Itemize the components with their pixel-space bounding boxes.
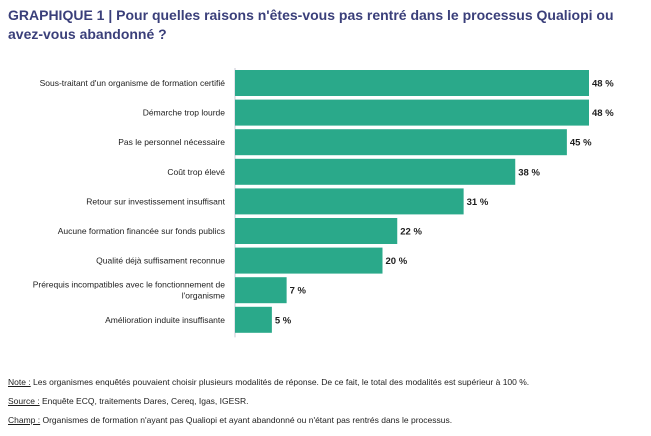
bar xyxy=(235,306,272,333)
bar xyxy=(235,158,516,185)
note-text: Les organismes enquêtés pouvaient choisi… xyxy=(30,377,530,387)
bar-value-label: 48 % xyxy=(592,108,614,119)
note-label: Note : xyxy=(8,377,31,387)
bar xyxy=(235,188,464,215)
bar-value-label: 22 % xyxy=(400,227,422,238)
category-label: Pas le personnel nécessaire xyxy=(118,137,225,147)
bar-chart: 48 % Sous-traitant d'un organisme de form… xyxy=(33,68,614,338)
category-label: Coût trop élevé xyxy=(167,167,225,177)
footnotes: Note : Les organismes enquêtés pouvaient… xyxy=(8,373,644,430)
source-text: Enquête ECQ, traitements Dares, Cereq, I… xyxy=(39,396,249,406)
category-label: Prérequis incompatibles avec le fonction… xyxy=(33,280,226,290)
bar-value-label: 45 % xyxy=(570,138,592,149)
bar xyxy=(235,70,589,96)
bar-value-label: 31 % xyxy=(467,197,489,208)
bar xyxy=(235,129,567,156)
note-line: Note : Les organismes enquêtés pouvaient… xyxy=(8,373,644,392)
category-label: Qualité déjà suffisament reconnue xyxy=(96,256,225,266)
source-line: Source : Enquête ECQ, traitements Dares,… xyxy=(8,392,644,411)
scope-text: Organismes de formation n'ayant pas Qual… xyxy=(40,415,453,425)
source-label: Source : xyxy=(8,396,40,406)
category-label: Retour sur investissement insuffisant xyxy=(86,196,225,206)
category-label: Démarche trop lourde xyxy=(143,108,225,118)
bar-value-label: 20 % xyxy=(386,256,408,267)
category-label: Aucune formation financée sur fonds publ… xyxy=(58,226,225,236)
category-label: Sous-traitant d'un organisme de formatio… xyxy=(40,78,226,88)
bar-value-label: 7 % xyxy=(290,286,307,297)
bar xyxy=(235,247,383,274)
bar xyxy=(235,99,589,126)
chart-title: GRAPHIQUE 1 | Pour quelles raisons n'ête… xyxy=(8,7,614,42)
category-label: Amélioration induite insuffisante xyxy=(105,315,225,325)
scope-label: Champ : xyxy=(8,415,41,425)
bar xyxy=(235,277,287,304)
bar xyxy=(235,218,398,244)
category-label: l'organisme xyxy=(182,291,225,301)
scope-line: Champ : Organismes de formation n'ayant … xyxy=(8,411,644,430)
bar-value-label: 5 % xyxy=(275,315,292,326)
bar-value-label: 38 % xyxy=(518,167,540,178)
bar-value-label: 48 % xyxy=(592,79,614,90)
